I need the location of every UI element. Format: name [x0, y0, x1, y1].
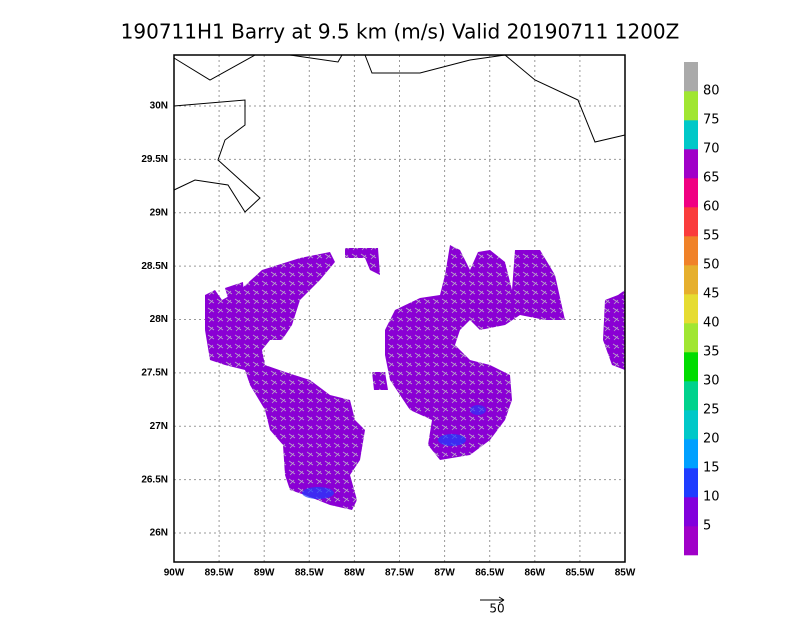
colorbar-swatch: [684, 468, 698, 498]
colorbar-swatch: [684, 178, 698, 208]
colorbar-label: 70: [703, 142, 720, 157]
reference-label: 50: [489, 602, 504, 616]
reference-arrowhead: [498, 596, 505, 604]
coastline: [289, 54, 343, 63]
lon-label: 86W: [525, 568, 546, 579]
colorbar-swatch: [684, 410, 698, 440]
wind-area: [385, 245, 565, 460]
colorbar-swatch: [684, 526, 698, 556]
title: 190711H1 Barry at 9.5 km (m/s) Valid 201…: [121, 20, 680, 44]
lat-label: 30N: [150, 101, 168, 112]
coastline: [173, 54, 256, 81]
lat-label: 27N: [150, 421, 168, 432]
colorbar-swatch: [684, 294, 698, 324]
reference-vector: 50: [480, 596, 505, 616]
colorbar-swatch: [684, 149, 698, 179]
map-frame: [173, 54, 626, 563]
lon-label: 88.5W: [295, 568, 324, 579]
lon-label: 85.5W: [565, 568, 594, 579]
wind-area: [205, 252, 365, 510]
lon-label: 85W: [615, 568, 636, 579]
lon-label: 86.5W: [475, 568, 504, 579]
coastline: [173, 99, 261, 213]
colorbar-label: 55: [703, 229, 720, 244]
lon-label: 89.5W: [205, 568, 234, 579]
lon-label: 90W: [164, 568, 185, 579]
lon-label: 88W: [344, 568, 365, 579]
colorbar-label: 40: [703, 316, 720, 331]
wind-area: [225, 282, 244, 298]
lat-label: 26N: [150, 528, 168, 539]
wind-field: [205, 245, 625, 510]
lon-label: 89W: [254, 568, 275, 579]
strong-wind: [470, 405, 486, 415]
colorbar-swatch: [684, 236, 698, 266]
coastline: [364, 54, 626, 143]
colorbar-label: 20: [703, 432, 720, 447]
lat-label: 29N: [150, 207, 168, 218]
lat-label: 26.5N: [141, 474, 168, 485]
colorbar-label: 50: [703, 258, 720, 273]
strong-wind: [302, 487, 334, 499]
colorbar-label: 5: [703, 519, 711, 534]
lat-label: 28.5N: [141, 261, 168, 272]
colorbar-label: 15: [703, 461, 720, 476]
axis-labels: 90W 89.5W 89W 88.5W 88W 87.5W 87W 86.5W 86W 85.5W…: [141, 101, 636, 579]
wind-area: [372, 372, 388, 390]
colorbar-label: 65: [703, 171, 720, 186]
colorbar-label: 75: [703, 113, 720, 128]
colorbar-swatch: [684, 497, 698, 527]
colorbar-label: 10: [703, 490, 720, 505]
strong-wind: [438, 434, 466, 446]
colorbar-label: 30: [703, 374, 720, 389]
colorbar-swatch: [684, 381, 698, 411]
colorbar-label: 80: [703, 84, 720, 99]
lat-label: 29.5N: [141, 154, 168, 165]
colorbar: 5 10 15 20 25 30 35 40 45 50 55 60 65 70 75 80: [684, 62, 720, 556]
lat-label: 28N: [150, 314, 168, 325]
colorbar-swatch: [684, 323, 698, 353]
colorbar-swatch: [684, 91, 698, 121]
colorbar-swatch: [684, 62, 698, 92]
lat-label: 27.5N: [141, 368, 168, 379]
colorbar-label: 35: [703, 345, 720, 360]
wind-area: [603, 290, 625, 370]
colorbar-label: 60: [703, 200, 720, 215]
wind-area: [345, 248, 380, 275]
colorbar-label: 25: [703, 403, 720, 418]
colorbar-swatch: [684, 352, 698, 382]
lon-label: 87W: [434, 568, 455, 579]
colorbar-swatch: [684, 120, 698, 150]
lon-label: 87.5W: [385, 568, 414, 579]
colorbar-label: 45: [703, 287, 720, 302]
colorbar-swatch: [684, 207, 698, 237]
colorbar-swatch: [684, 265, 698, 295]
colorbar-swatch: [684, 439, 698, 469]
coastline: [173, 54, 626, 213]
